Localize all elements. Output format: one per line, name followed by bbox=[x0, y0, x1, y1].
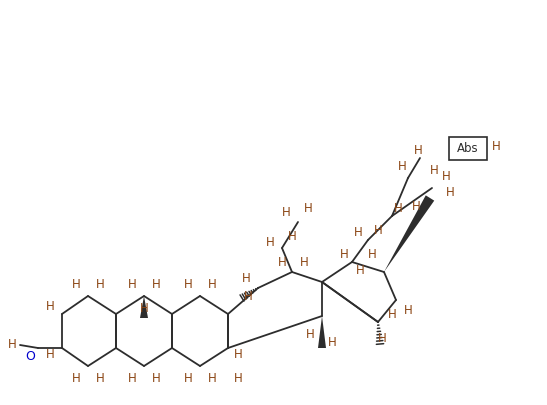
Text: H: H bbox=[127, 371, 136, 384]
Text: H: H bbox=[184, 277, 193, 290]
Text: H: H bbox=[127, 277, 136, 290]
Text: H: H bbox=[441, 170, 450, 183]
Text: H: H bbox=[356, 264, 364, 277]
Text: H: H bbox=[404, 303, 412, 316]
Text: H: H bbox=[304, 202, 312, 215]
Text: H: H bbox=[446, 185, 455, 198]
Text: H: H bbox=[96, 371, 104, 384]
Text: H: H bbox=[242, 271, 251, 284]
Text: H: H bbox=[266, 237, 275, 249]
Text: H: H bbox=[353, 226, 362, 239]
Text: H: H bbox=[234, 371, 242, 384]
Polygon shape bbox=[140, 296, 148, 318]
Text: O: O bbox=[25, 350, 35, 362]
Text: H: H bbox=[208, 277, 217, 290]
Text: H: H bbox=[243, 290, 252, 303]
Text: H: H bbox=[288, 230, 296, 243]
Text: Abs: Abs bbox=[457, 141, 479, 154]
Polygon shape bbox=[384, 195, 434, 272]
Text: H: H bbox=[388, 307, 397, 320]
Text: H: H bbox=[429, 164, 438, 177]
Text: H: H bbox=[278, 256, 287, 269]
Polygon shape bbox=[318, 316, 326, 348]
Text: H: H bbox=[208, 371, 217, 384]
Text: H: H bbox=[45, 347, 54, 360]
Text: H: H bbox=[368, 247, 376, 260]
Text: H: H bbox=[306, 328, 315, 341]
Text: H: H bbox=[8, 337, 16, 350]
Text: H: H bbox=[398, 160, 406, 173]
Text: H: H bbox=[394, 202, 403, 215]
Text: H: H bbox=[96, 277, 104, 290]
Text: H: H bbox=[72, 371, 80, 384]
Text: H: H bbox=[184, 371, 193, 384]
Text: H: H bbox=[374, 224, 382, 237]
Text: H: H bbox=[234, 347, 242, 360]
Text: H: H bbox=[282, 207, 290, 220]
Text: H: H bbox=[300, 256, 309, 269]
Text: H: H bbox=[72, 277, 80, 290]
Text: H: H bbox=[328, 335, 336, 348]
Text: H: H bbox=[412, 200, 421, 213]
Text: H: H bbox=[377, 332, 386, 345]
Text: H: H bbox=[414, 143, 422, 156]
Text: H: H bbox=[152, 277, 160, 290]
Text: H: H bbox=[152, 371, 160, 384]
Text: H: H bbox=[340, 247, 348, 260]
Text: H: H bbox=[139, 301, 148, 315]
FancyBboxPatch shape bbox=[449, 137, 487, 160]
Text: H: H bbox=[45, 300, 54, 313]
Text: H: H bbox=[492, 139, 501, 153]
